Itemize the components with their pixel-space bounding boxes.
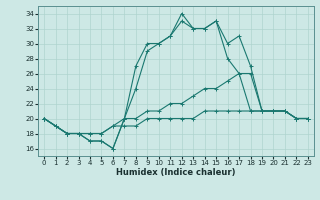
- X-axis label: Humidex (Indice chaleur): Humidex (Indice chaleur): [116, 168, 236, 177]
